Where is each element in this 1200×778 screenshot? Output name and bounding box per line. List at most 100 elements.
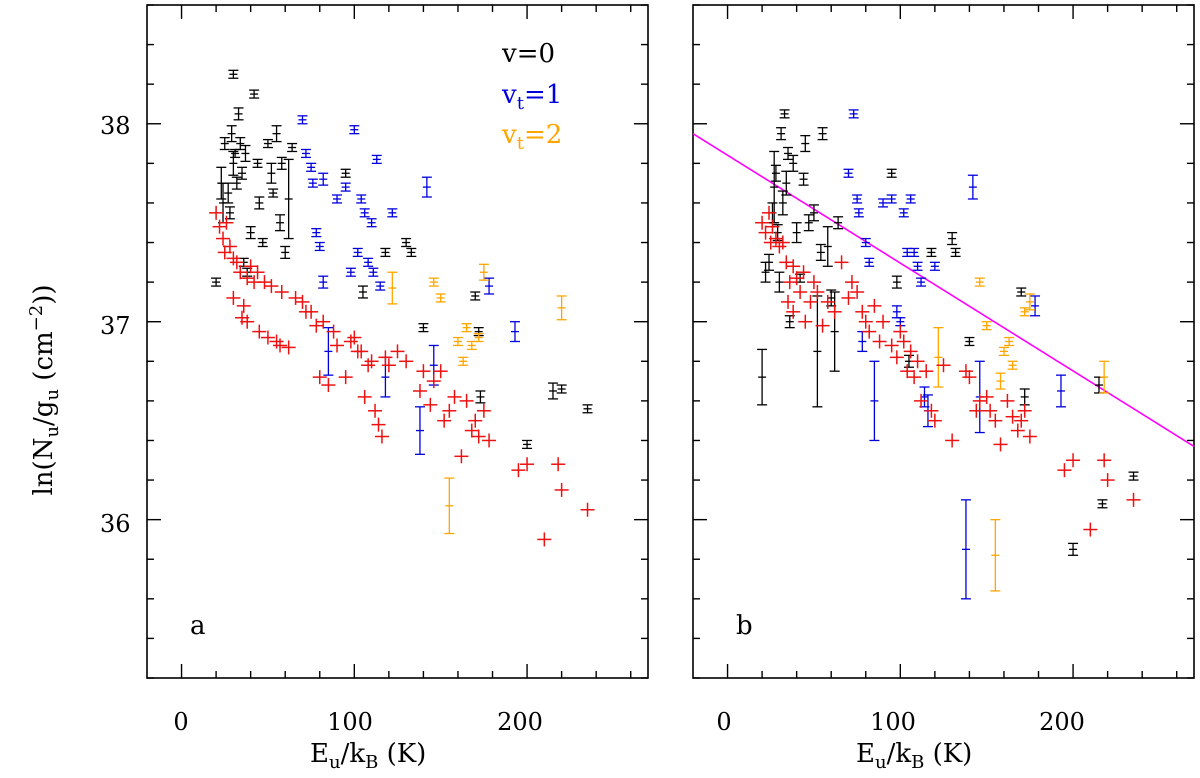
data-point [300, 148, 311, 159]
series-v-0 [757, 109, 1139, 556]
data-point [757, 348, 768, 406]
model-point [872, 334, 887, 349]
model-point [762, 205, 777, 220]
data-point [1055, 374, 1066, 408]
data-point [311, 228, 322, 238]
data-point [219, 136, 230, 151]
data-point [990, 518, 1001, 592]
data-point [522, 439, 533, 450]
model-point [914, 393, 929, 408]
data-point [878, 198, 889, 208]
data-point [886, 168, 897, 178]
model-point [368, 403, 383, 418]
series-model [209, 205, 595, 547]
model-point [390, 344, 405, 359]
model-point [884, 338, 899, 353]
data-point [929, 261, 940, 271]
model-point [1066, 453, 1081, 468]
data-point [371, 154, 382, 165]
data-point [864, 257, 875, 267]
model-point [354, 344, 369, 359]
series-vt-1 [843, 109, 1066, 600]
data-point [444, 477, 455, 535]
panel-a-xlabel-main: E [310, 739, 329, 769]
model-point [273, 338, 288, 353]
legend-vt2-sub: t [517, 133, 525, 154]
model-point [476, 403, 491, 418]
model-point [212, 219, 227, 234]
data-point [964, 336, 975, 347]
model-point [834, 255, 849, 270]
data-point [401, 237, 412, 248]
data-point [781, 170, 792, 196]
data-point [223, 182, 234, 204]
model-point [257, 275, 272, 290]
data-point [307, 178, 318, 188]
model-point [471, 429, 486, 444]
model-point [924, 403, 939, 418]
data-point [770, 164, 781, 182]
data-point [815, 243, 826, 261]
data-point [769, 150, 780, 224]
model-point [240, 271, 255, 286]
model-point [844, 275, 859, 290]
data-point [428, 277, 439, 287]
data-point [387, 271, 398, 305]
model-point [371, 417, 386, 432]
model-point [537, 532, 552, 547]
data-point [418, 323, 429, 333]
data-point [998, 346, 1009, 357]
data-point [960, 499, 971, 600]
data-point [869, 360, 880, 442]
model-point [907, 370, 922, 385]
legend-entry-v0: v=0 [501, 39, 555, 69]
data-point [1099, 360, 1110, 394]
data-point [1068, 542, 1079, 556]
model-point [374, 429, 389, 444]
panel-b-fit-line-group [692, 132, 1195, 448]
panel-a-x-axis-label: Eu/kB (K) [310, 739, 426, 773]
model-point [274, 285, 289, 300]
data-point [268, 188, 279, 198]
data-point [947, 231, 958, 246]
model-point [226, 251, 241, 266]
data-point [843, 168, 854, 178]
panel-a-y-tick-label: 36 [100, 510, 131, 538]
model-point [782, 275, 797, 290]
data-point [352, 247, 363, 258]
data-point [853, 208, 864, 218]
panel-b: 0 100 200 b Eu/kB (K) [692, 4, 1195, 773]
model-point [364, 354, 379, 369]
data-point [974, 277, 985, 287]
data-point [1019, 307, 1030, 317]
model-point [810, 285, 825, 300]
data-point [981, 321, 992, 331]
model-point [827, 304, 842, 319]
data-point [359, 208, 370, 218]
panel-a-data-series [209, 69, 595, 547]
model-point [889, 350, 904, 365]
model-point [511, 463, 526, 478]
data-point [995, 372, 1006, 390]
legend-entry-vt2: vt=2 [501, 120, 562, 154]
model-point [936, 358, 951, 373]
model-point [222, 239, 237, 254]
data-point [812, 295, 823, 408]
legend-v0-pre: v [501, 39, 517, 69]
y-axis-label: ln(Nu/gu (cm−2)) [26, 284, 63, 495]
data-point [323, 326, 334, 376]
model-point [858, 314, 873, 329]
data-point [1024, 293, 1035, 311]
model-point [893, 324, 908, 339]
panel-a-y-tick-label: 37 [100, 312, 131, 340]
legend-vt2-pre: v [501, 120, 517, 150]
data-point [556, 295, 567, 321]
model-point [1097, 453, 1112, 468]
model-point [758, 225, 773, 240]
model-point [803, 294, 818, 309]
data-point [240, 144, 251, 163]
data-point [798, 172, 809, 186]
data-point [776, 127, 787, 141]
panel-b-xlabel-mid: /k [887, 739, 912, 769]
